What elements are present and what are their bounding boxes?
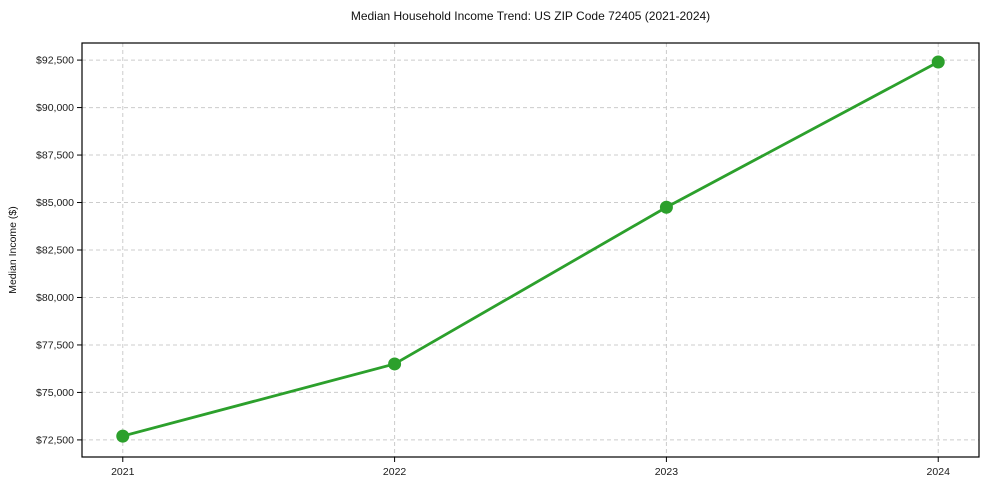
data-point (659, 200, 673, 214)
y-tick-label: $92,500 (36, 55, 74, 67)
y-tick-label: $77,500 (36, 339, 74, 351)
x-tick-label: 2024 (927, 466, 951, 478)
trend-line (121, 60, 940, 438)
y-tick-label: $72,500 (36, 434, 74, 446)
chart-title: Median Household Income Trend: US ZIP Co… (350, 9, 711, 23)
data-point (388, 357, 402, 371)
x-tick-label: 2021 (111, 466, 135, 478)
y-tick-label: $75,000 (36, 387, 74, 399)
data-point (116, 429, 130, 443)
x-tick-label: 2023 (655, 466, 679, 478)
y-tick-label: $90,000 (36, 102, 74, 114)
y-tick-label: $85,000 (36, 197, 74, 209)
y-tick-label: $80,000 (36, 292, 74, 304)
data-point (931, 55, 945, 69)
plot-border (81, 42, 980, 458)
x-tick-label: 2022 (383, 466, 407, 478)
y-tick-label: $82,500 (36, 245, 74, 257)
y-tick-label: $87,500 (36, 150, 74, 162)
